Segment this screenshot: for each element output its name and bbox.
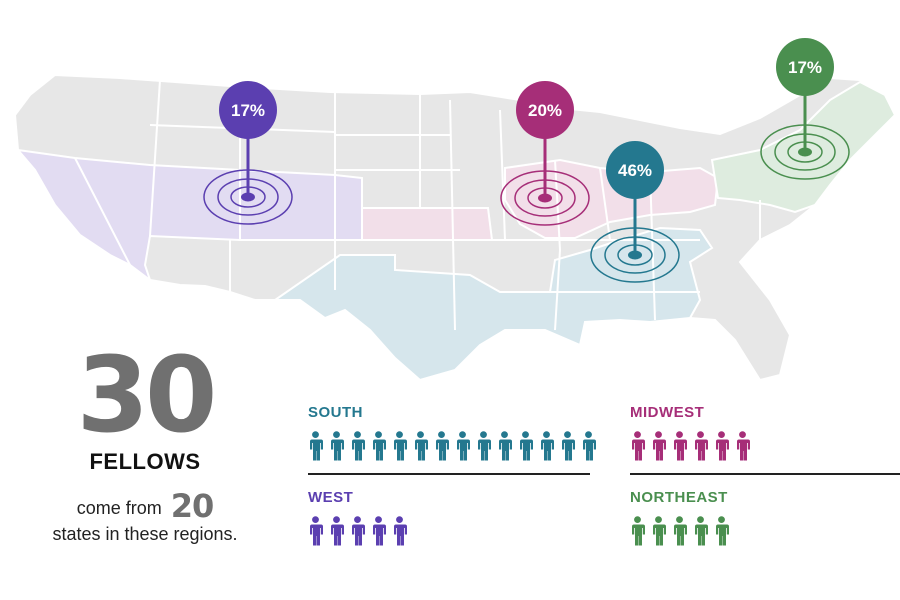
marker-northeast: 17%	[760, 38, 850, 180]
person-icon	[394, 516, 407, 546]
person-icon	[352, 431, 365, 461]
person-icon	[695, 431, 708, 461]
marker-northeast-label: 17%	[788, 58, 822, 77]
person-icon	[653, 516, 666, 546]
states-count: 20	[170, 487, 215, 525]
region-northeast-name: NORTHEAST	[630, 489, 728, 506]
marker-west-label: 17%	[231, 101, 265, 120]
come-from-line: come from 20 states in these regions.	[30, 490, 260, 547]
region-midwest: MIDWEST	[630, 404, 750, 461]
person-icon	[541, 431, 554, 461]
people-row-south	[308, 431, 596, 461]
marker-midwest-label: 20%	[528, 101, 562, 120]
midwest-kansas	[361, 207, 494, 241]
region-south-name: SOUTH	[308, 404, 363, 421]
person-icon	[352, 516, 365, 546]
people-row-midwest	[630, 431, 750, 461]
person-icon	[457, 431, 470, 461]
marker-south: 46%	[590, 141, 680, 283]
marker-west: 17%	[203, 81, 293, 225]
come-from-text: come from	[76, 498, 162, 518]
person-icon	[373, 516, 386, 546]
person-icon	[716, 431, 729, 461]
us-map: 17% 20% 46% 17%	[13, 38, 897, 382]
fellows-label: FELLOWS	[89, 449, 201, 474]
people-row-west	[308, 516, 407, 546]
region-northeast: NORTHEAST	[630, 489, 729, 546]
region-west: WEST	[308, 489, 407, 546]
person-icon	[499, 431, 512, 461]
region-west-name: WEST	[308, 489, 354, 506]
fellows-stat: 30 FELLOWS come from 20 states in these …	[30, 334, 260, 547]
person-icon	[562, 431, 575, 461]
person-icon	[478, 431, 491, 461]
person-icon	[310, 516, 323, 546]
person-icon	[695, 516, 708, 546]
person-icon	[331, 431, 344, 461]
person-icon	[394, 431, 407, 461]
person-icon	[632, 516, 645, 546]
person-icon	[674, 431, 687, 461]
person-icon	[520, 431, 533, 461]
region-midwest-name: MIDWEST	[630, 404, 705, 421]
marker-midwest: 20%	[500, 81, 590, 226]
person-icon	[674, 516, 687, 546]
marker-south-label: 46%	[618, 161, 652, 180]
person-icon	[716, 516, 729, 546]
person-icon	[436, 431, 449, 461]
person-icon	[632, 431, 645, 461]
person-icon	[653, 431, 666, 461]
total-fellows-number: 30	[76, 334, 218, 456]
people-row-northeast	[630, 516, 729, 546]
person-icon	[331, 516, 344, 546]
person-icon	[415, 431, 428, 461]
states-text: states in these regions.	[52, 524, 238, 544]
divider-midwest	[630, 473, 900, 475]
person-icon	[310, 431, 323, 461]
person-icon	[373, 431, 386, 461]
person-icon	[737, 431, 750, 461]
divider-south	[308, 473, 590, 475]
region-south: SOUTH	[308, 404, 596, 461]
person-icon	[583, 431, 596, 461]
